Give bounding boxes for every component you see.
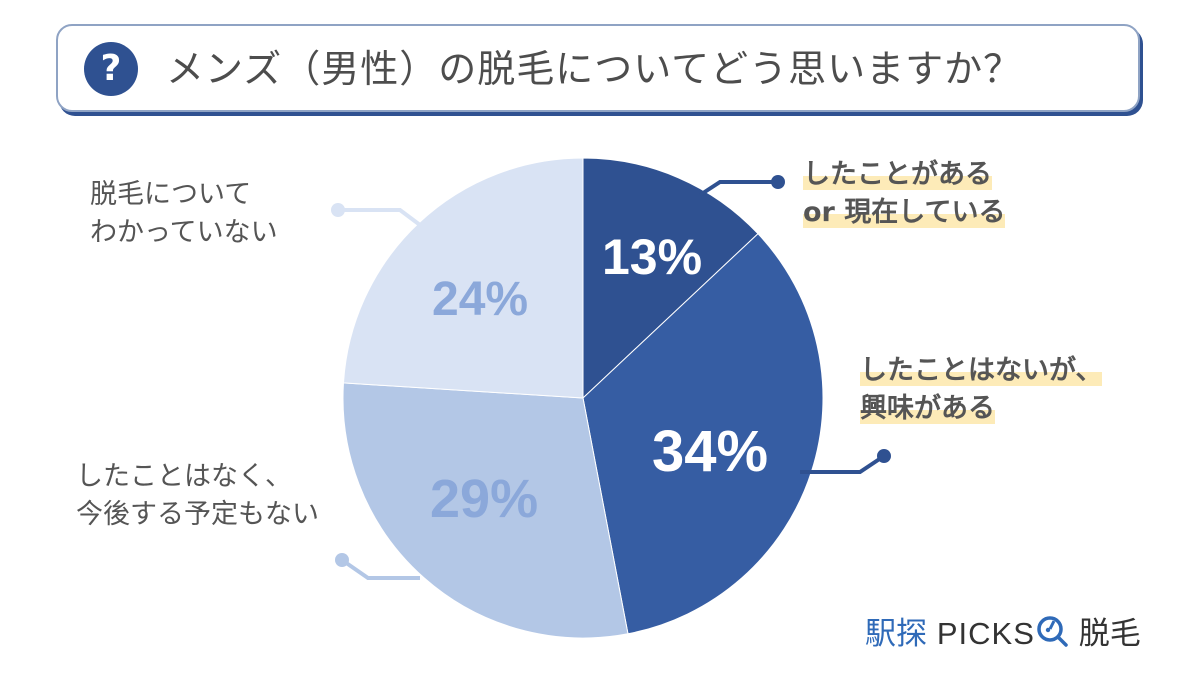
legend-label-s1: したことがある or 現在している (803, 159, 1006, 228)
page-title: メンズ（男性）の脱毛についてどう思いますか？ (166, 47, 1023, 91)
leader-line-s4 (342, 208, 422, 227)
search-clock-icon (1037, 616, 1068, 647)
pct-label-s2: 34% (652, 419, 769, 484)
legend-label-s3: したことはなく、 今後する予定もない (76, 461, 319, 530)
question-icon: ? (84, 42, 138, 96)
pie-slice-1 (582, 157, 759, 400)
title-box: ? メンズ（男性）の脱毛についてどう思いますか？ (56, 24, 1140, 112)
leader-line-s2 (800, 454, 886, 474)
brand-logo: 駅探 PICKS 脱毛 (865, 616, 1141, 652)
legend-label-s4: 脱毛について わかっていない (90, 179, 278, 248)
pie-slice-3 (342, 382, 629, 639)
pct-label-s4: 24% (432, 273, 529, 326)
pct-label-s1: 13% (602, 229, 703, 285)
leader-line-s3 (340, 558, 420, 580)
pct-label-s3: 29% (430, 469, 539, 529)
legend-label-s2: したことはないが、 興味がある (860, 355, 1103, 424)
leader-line-s1 (698, 180, 778, 197)
